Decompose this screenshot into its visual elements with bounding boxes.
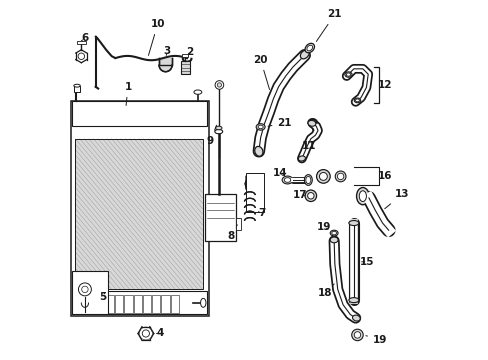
Ellipse shape (305, 190, 316, 202)
Text: 11: 11 (301, 141, 316, 151)
Text: 14: 14 (272, 168, 286, 178)
Ellipse shape (74, 84, 80, 87)
Ellipse shape (200, 298, 205, 307)
Circle shape (142, 330, 149, 337)
Bar (235, 218, 241, 230)
Text: 2: 2 (186, 46, 193, 57)
Text: 19: 19 (365, 334, 386, 345)
Text: 16: 16 (377, 171, 391, 181)
Ellipse shape (335, 171, 346, 182)
Ellipse shape (307, 193, 313, 199)
Ellipse shape (282, 176, 292, 184)
Ellipse shape (304, 175, 312, 185)
Ellipse shape (319, 172, 326, 180)
Bar (74, 86, 80, 92)
Ellipse shape (348, 298, 358, 303)
Text: 4: 4 (156, 328, 163, 338)
Bar (106, 295, 114, 313)
Ellipse shape (353, 98, 360, 103)
Bar (182, 54, 188, 57)
Ellipse shape (300, 50, 308, 59)
Text: 10: 10 (148, 19, 164, 55)
Ellipse shape (284, 178, 290, 182)
Bar (70, 101, 208, 316)
Ellipse shape (307, 121, 315, 126)
Text: 12: 12 (377, 80, 391, 90)
Circle shape (217, 83, 221, 87)
Ellipse shape (331, 231, 336, 235)
Circle shape (353, 332, 360, 338)
Text: 13: 13 (384, 189, 409, 209)
Ellipse shape (258, 125, 263, 129)
Bar (161, 295, 169, 313)
Bar (72, 101, 206, 126)
Bar (152, 295, 160, 313)
Polygon shape (159, 65, 172, 72)
Bar (180, 60, 190, 74)
Ellipse shape (254, 147, 263, 156)
Text: 5: 5 (99, 292, 106, 302)
Text: 21: 21 (316, 9, 342, 41)
Ellipse shape (256, 124, 264, 130)
Bar (133, 295, 142, 313)
Text: 19: 19 (316, 222, 331, 232)
Ellipse shape (316, 170, 329, 183)
Ellipse shape (352, 315, 360, 321)
Ellipse shape (306, 45, 312, 51)
Text: 3: 3 (163, 46, 171, 56)
Ellipse shape (214, 130, 222, 134)
Text: 9: 9 (206, 125, 216, 145)
Ellipse shape (355, 99, 359, 102)
Bar (246, 173, 264, 212)
Ellipse shape (359, 191, 366, 202)
Text: 6: 6 (81, 33, 88, 43)
Text: 7: 7 (258, 208, 265, 218)
Bar (72, 291, 206, 315)
Ellipse shape (356, 188, 368, 205)
Circle shape (351, 329, 363, 341)
Circle shape (215, 81, 223, 89)
Polygon shape (159, 58, 172, 65)
Text: 18: 18 (317, 284, 333, 298)
Ellipse shape (348, 221, 358, 226)
Ellipse shape (329, 230, 337, 236)
Text: 20: 20 (253, 55, 269, 90)
Ellipse shape (329, 237, 337, 243)
Bar (170, 295, 179, 313)
Bar (124, 295, 132, 313)
Bar (77, 41, 85, 44)
Ellipse shape (298, 156, 305, 161)
Ellipse shape (305, 176, 310, 184)
Bar (142, 295, 151, 313)
Ellipse shape (305, 43, 314, 53)
Bar (75, 139, 202, 289)
Circle shape (78, 283, 91, 296)
Text: 8: 8 (227, 225, 237, 241)
Ellipse shape (344, 72, 351, 77)
Bar (75, 139, 202, 289)
Circle shape (81, 286, 88, 293)
Ellipse shape (194, 90, 202, 94)
Circle shape (78, 53, 84, 59)
Ellipse shape (337, 173, 343, 180)
Text: 21: 21 (267, 118, 291, 128)
Text: 15: 15 (360, 257, 374, 267)
Bar (204, 194, 235, 241)
Text: 1: 1 (124, 82, 131, 105)
Bar (115, 295, 123, 313)
Ellipse shape (215, 126, 222, 130)
Text: 17: 17 (292, 190, 307, 200)
Ellipse shape (346, 73, 350, 76)
Bar (72, 271, 108, 315)
Circle shape (80, 296, 93, 309)
